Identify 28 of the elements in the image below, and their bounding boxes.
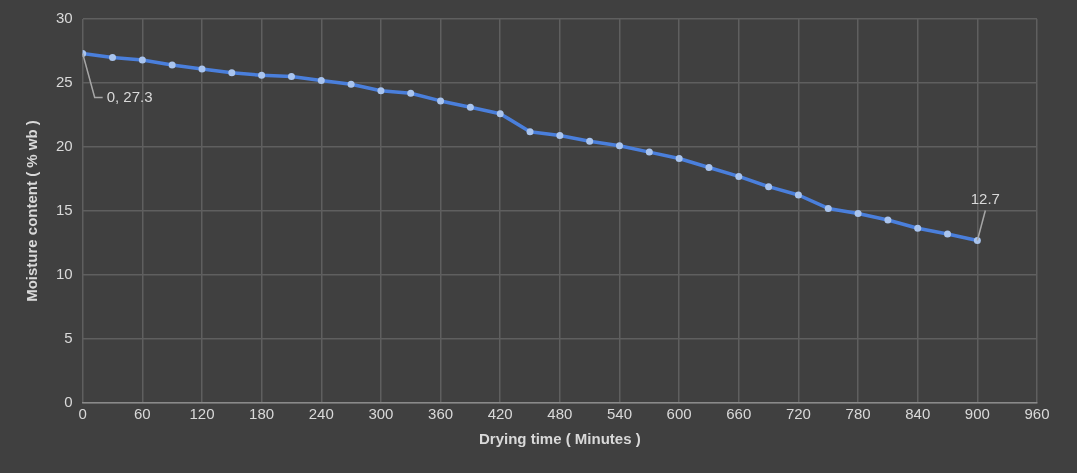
- x-tick-label: 780: [845, 405, 871, 423]
- x-tick-label: 480: [547, 405, 573, 423]
- x-tick-label: 540: [606, 405, 632, 423]
- x-axis-title: Drying time ( Minutes ): [479, 430, 641, 448]
- x-tick-label: 360: [428, 405, 454, 423]
- x-tick-label: 120: [189, 405, 215, 423]
- annotation: 0, 27.3: [106, 87, 153, 105]
- x-tick-label: 720: [785, 405, 811, 423]
- y-axis-title: Moisture content ( % wb ): [23, 120, 41, 302]
- x-tick-label: 300: [368, 405, 394, 423]
- x-tick-label: 960: [1024, 405, 1050, 423]
- x-tick-label: 840: [905, 405, 931, 423]
- y-tick-label: 15: [56, 201, 73, 219]
- x-tick-label: 0: [78, 405, 87, 423]
- x-tick-label: 900: [964, 405, 990, 423]
- y-tick-label: 10: [56, 265, 73, 283]
- y-tick-label: 25: [56, 73, 73, 91]
- x-tick-label: 420: [487, 405, 513, 423]
- x-tick-label: 240: [308, 405, 334, 423]
- y-tick-label: 5: [64, 329, 73, 347]
- x-tick-label: 180: [249, 405, 275, 423]
- y-tick-label: 20: [56, 137, 73, 155]
- y-tick-label: 0: [64, 393, 73, 411]
- x-tick-label: 600: [666, 405, 692, 423]
- x-tick-label: 660: [726, 405, 752, 423]
- y-tick-label: 30: [56, 9, 73, 27]
- annotation: 12.7: [970, 190, 1000, 208]
- x-tick-label: 60: [133, 405, 151, 423]
